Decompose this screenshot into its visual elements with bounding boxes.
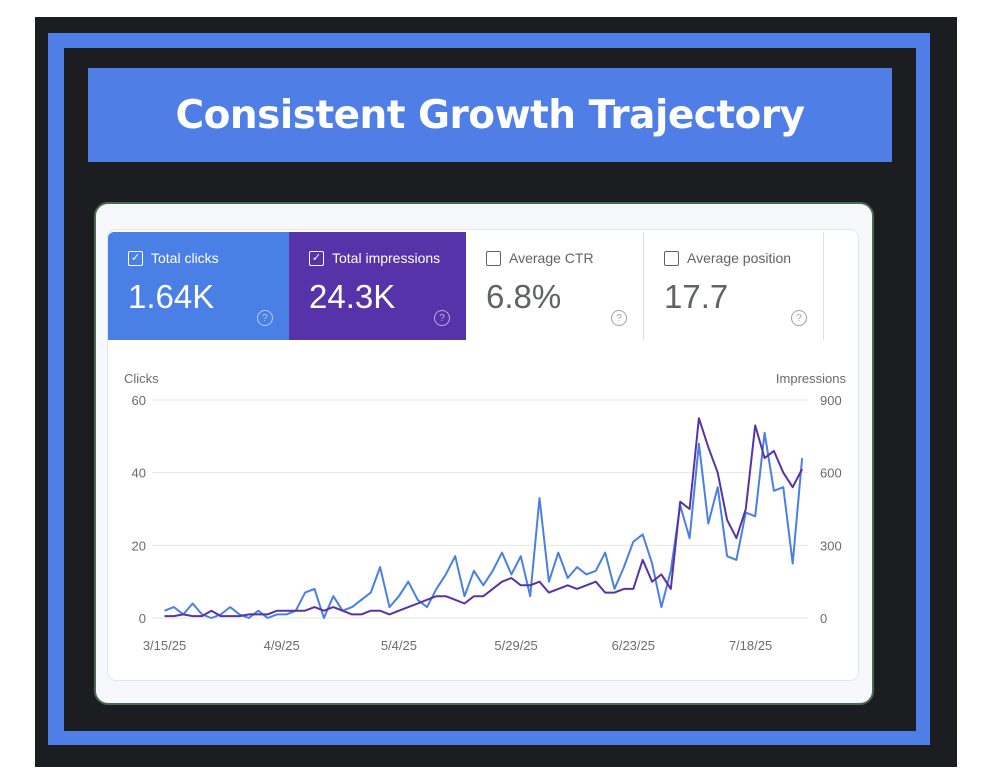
right-tick-label: 0: [820, 611, 827, 626]
metric-average-position[interactable]: Average position 17.7 ?: [644, 232, 824, 340]
series-line-clicks: [164, 431, 804, 619]
help-icon[interactable]: ?: [257, 310, 273, 326]
help-icon[interactable]: ?: [434, 310, 450, 326]
help-icon[interactable]: ?: [791, 310, 807, 326]
metric-value: 24.3K: [309, 278, 396, 315]
x-tick-label: 7/18/25: [729, 638, 772, 653]
right-tick-label: 900: [820, 393, 842, 408]
left-tick-label: 0: [139, 611, 146, 626]
checkbox-unchecked-icon[interactable]: [664, 250, 679, 266]
left-tick-label: 60: [132, 393, 146, 408]
title-banner: Consistent Growth Trajectory: [88, 68, 892, 162]
metric-value: 17.7: [664, 278, 729, 315]
x-tick-label: 6/23/25: [612, 638, 655, 653]
left-axis-label: Clicks: [124, 371, 159, 386]
metric-label: Average position: [687, 250, 792, 266]
metric-total-clicks[interactable]: ✓ Total clicks 1.64K ?: [108, 232, 289, 340]
series-line-impressions: [164, 417, 803, 618]
right-tick-label: 600: [820, 466, 842, 481]
right-tick-label: 300: [820, 538, 842, 553]
left-tick-label: 40: [132, 466, 146, 481]
left-tick-label: 20: [132, 538, 146, 553]
x-tick-label: 4/9/25: [264, 638, 300, 653]
checkbox-unchecked-icon[interactable]: [486, 250, 501, 266]
checkbox-checked-icon[interactable]: ✓: [309, 250, 324, 266]
x-tick-label: 5/4/25: [381, 638, 417, 653]
page-title: Consistent Growth Trajectory: [175, 92, 805, 138]
right-axis-label: Impressions: [776, 371, 847, 386]
metric-label: Total clicks: [151, 250, 219, 266]
x-tick-label: 3/15/25: [143, 638, 186, 653]
x-tick-label: 5/29/25: [494, 638, 537, 653]
metric-average-ctr[interactable]: Average CTR 6.8% ?: [466, 232, 644, 340]
metric-total-impressions[interactable]: ✓ Total impressions 24.3K ?: [289, 232, 466, 340]
metric-value: 6.8%: [486, 278, 562, 315]
metric-label: Average CTR: [509, 250, 594, 266]
checkbox-checked-icon[interactable]: ✓: [128, 250, 143, 266]
metric-value: 1.64K: [128, 278, 215, 315]
metric-label: Total impressions: [332, 250, 441, 266]
help-icon[interactable]: ?: [611, 310, 627, 326]
